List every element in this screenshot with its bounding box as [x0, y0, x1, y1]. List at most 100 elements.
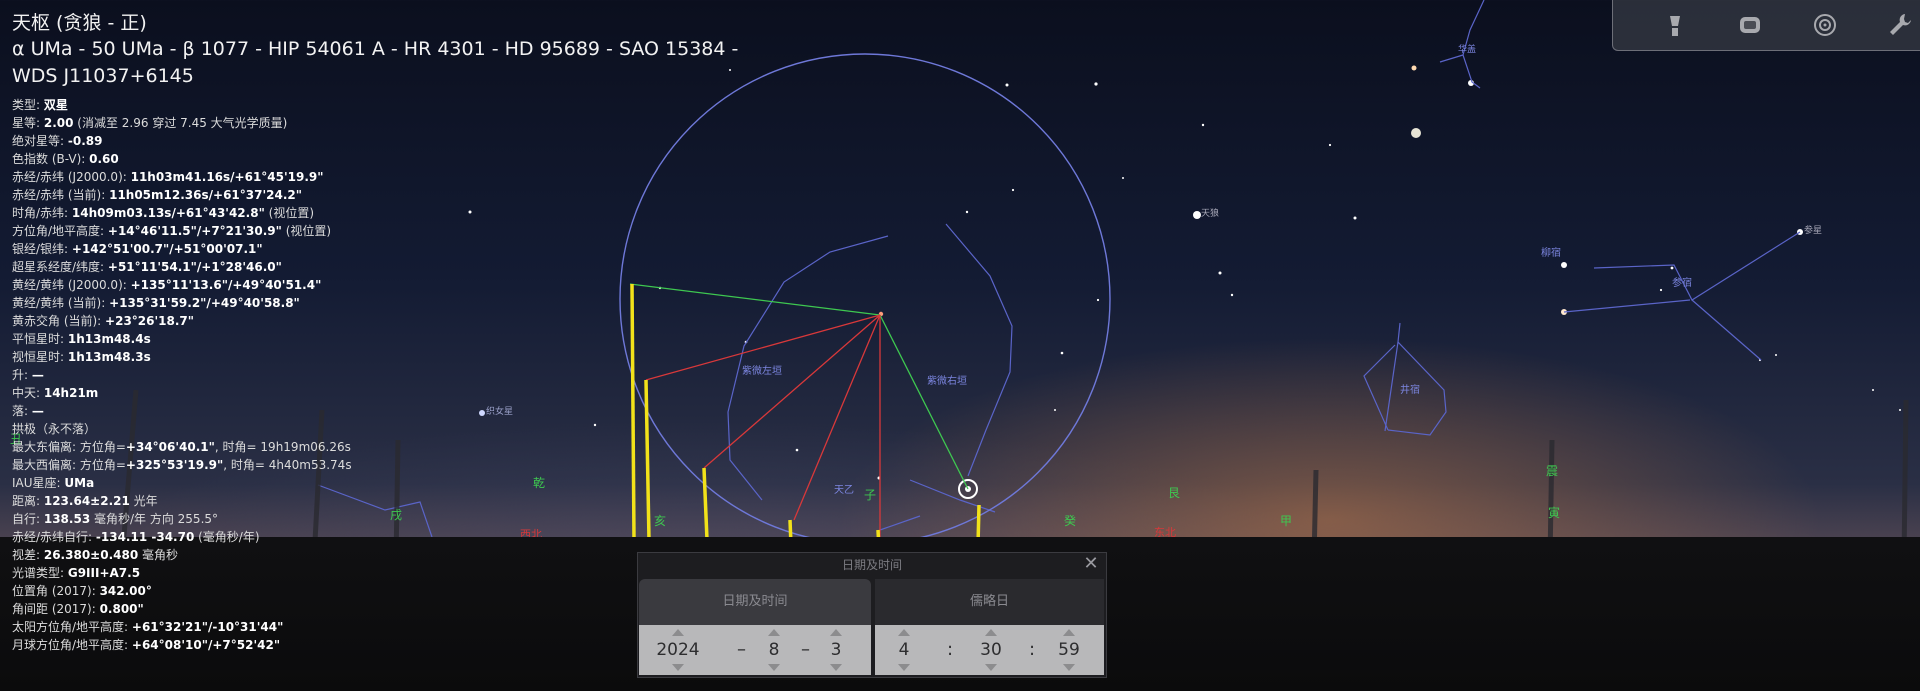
compass-gen: 艮 [1168, 486, 1181, 500]
star [468, 210, 472, 214]
info-line-label: 平恒星时: [12, 332, 68, 346]
star [1775, 354, 1777, 356]
year-spinner[interactable]: 2024 [645, 625, 711, 675]
info-line: 超星系经度/纬度: +51°11'54.1"/+1°28'46.0" [12, 258, 772, 276]
dialog-title: 日期及时间 [841, 558, 902, 572]
info-line-label: 黄赤交角 (当前): [12, 314, 106, 328]
info-line-rest: 光年 [129, 494, 158, 508]
chevron-up-icon[interactable] [898, 629, 910, 636]
info-line-value: +23°26'18.7" [105, 314, 195, 328]
day-spinner[interactable]: 3 [819, 625, 853, 675]
info-line: 方位角/地平高度: +14°46'11.5"/+7°21'30.9" (视位置) [12, 222, 772, 240]
info-line-label: 黄经/黄纬 (当前): [12, 296, 110, 310]
star [795, 448, 799, 452]
top-right-toolbar [1612, 0, 1920, 51]
info-line: 绝对星等: -0.89 [12, 132, 772, 150]
chevron-down-icon[interactable] [898, 664, 910, 671]
info-line-value: — [31, 368, 44, 382]
info-line-label: 拱极（永不落） [12, 422, 97, 436]
chevron-up-icon[interactable] [672, 629, 684, 636]
info-line-label: 时角/赤纬: [12, 206, 72, 220]
star [1193, 211, 1201, 219]
info-line-label: 色指数 (B-V): [12, 152, 90, 166]
info-line: 光谱类型: G9III+A7.5 [12, 564, 772, 582]
info-line-value: 26.380±0.480 [43, 548, 139, 562]
chevron-down-icon[interactable] [1063, 664, 1075, 671]
info-line-label: 赤经/赤纬 (当前): [12, 188, 110, 202]
time-separator: : [1029, 639, 1036, 660]
label-shenxing: 参星 [1804, 226, 1823, 236]
chevron-down-icon[interactable] [830, 664, 842, 671]
compass-zi: 子 [864, 488, 877, 502]
object-title: 天枢 (贪狼 - 正) [12, 12, 147, 34]
info-line-value: 0.60 [89, 152, 119, 166]
info-line: 类型: 双星 [12, 96, 772, 114]
chevron-up-icon[interactable] [1063, 629, 1075, 636]
info-line-label: 升: [12, 368, 32, 382]
compass-qian: 乾 [533, 476, 546, 490]
second-spinner[interactable]: 59 [1049, 625, 1089, 675]
chevron-up-icon[interactable] [768, 629, 780, 636]
info-line-value: +64°08'10"/+7°52'42" [131, 638, 281, 652]
month-spinner[interactable]: 8 [757, 625, 791, 675]
chevron-down-icon[interactable] [672, 664, 684, 671]
chevron-up-icon[interactable] [830, 629, 842, 636]
date-time-dialog[interactable]: 日期及时间 ✕ 日期及时间 儒略日 2024 – 8 – 3 4 : [637, 552, 1107, 678]
constellation-lines [317, 0, 1801, 538]
info-line-label: 视恒星时: [12, 350, 68, 364]
info-line-value: +61°32'21"/-10°31'44" [131, 620, 284, 634]
info-line-value: +51°11'54.1"/+1°28'46.0" [107, 260, 282, 274]
info-line-value: 双星 [43, 98, 68, 112]
chevron-down-icon[interactable] [768, 664, 780, 671]
tab-date-time[interactable]: 日期及时间 [639, 579, 871, 625]
info-line: 最大西偏离: 方位角=+325°53'19.9", 时角= 4h40m53.74… [12, 456, 772, 474]
telescope-icon[interactable] [1660, 10, 1690, 40]
compass-yin: 寅 [1548, 506, 1561, 520]
info-line-rest: 毫角秒 [138, 548, 179, 562]
compass-xu: 戌 [390, 508, 403, 522]
star [1060, 351, 1064, 355]
label-tianyi: 天乙 [834, 485, 854, 496]
tab-julian-day[interactable]: 儒略日 [875, 579, 1104, 625]
info-line-value: -134.11 -34.70 [95, 530, 195, 544]
label-huagai: 华盖 [1458, 45, 1477, 55]
time-separator: : [947, 639, 954, 660]
info-line: 太阳方位角/地平高度: +61°32'21"/-10°31'44" [12, 618, 772, 636]
info-line-label: 月球方位角/地平高度: [12, 638, 132, 652]
info-line: 平恒星时: 1h13m48.4s [12, 330, 772, 348]
screen-icon[interactable] [1735, 10, 1765, 40]
info-line-label: 位置角 (2017): [12, 584, 100, 598]
info-line-value: 11h03m41.16s/+61°45'19.9" [130, 170, 324, 184]
compass-chou: 丑 [10, 432, 23, 446]
star [1096, 298, 1100, 302]
star [1561, 262, 1567, 268]
chevron-down-icon[interactable] [985, 664, 997, 671]
info-line-value: 2.00 [43, 116, 74, 130]
minute-spinner[interactable]: 30 [971, 625, 1011, 675]
info-line: 拱极（永不落） [12, 420, 772, 438]
close-icon[interactable]: ✕ [1083, 553, 1099, 574]
label-zhinu: 织女星 [486, 407, 514, 417]
info-line-label: 自行: [12, 512, 44, 526]
target-icon[interactable] [1810, 10, 1840, 40]
wrench-icon[interactable] [1885, 10, 1915, 40]
star [1054, 409, 1056, 411]
star [1011, 188, 1015, 192]
star [1411, 128, 1421, 138]
info-line: 赤经/赤纬 (J2000.0): 11h03m41.16s/+61°45'19.… [12, 168, 772, 186]
info-line-rest: (消减至 2.96 穿过 7.45 大气光学质量) [73, 116, 288, 130]
info-line-value: 0.800" [99, 602, 144, 616]
info-line-label: 超星系经度/纬度: [12, 260, 108, 274]
info-line: 黄经/黄纬 (当前): +135°31'59.2"/+49°40'58.8" [12, 294, 772, 312]
compass-dongbei: 东北 [1154, 526, 1176, 539]
info-line-value: +142°51'00.7"/+51°00'07.1" [71, 242, 263, 256]
info-line-label: 黄经/黄纬 (J2000.0): [12, 278, 131, 292]
info-line-label: 最大西偏离: 方位角= [12, 458, 126, 472]
chevron-up-icon[interactable] [985, 629, 997, 636]
label-tianlang: 天狼 [1201, 209, 1220, 219]
star [1872, 389, 1874, 391]
info-line-value: G9III+A7.5 [67, 566, 141, 580]
info-line-label: 银经/银纬: [12, 242, 72, 256]
star [593, 423, 597, 427]
hour-spinner[interactable]: 4 [889, 625, 919, 675]
